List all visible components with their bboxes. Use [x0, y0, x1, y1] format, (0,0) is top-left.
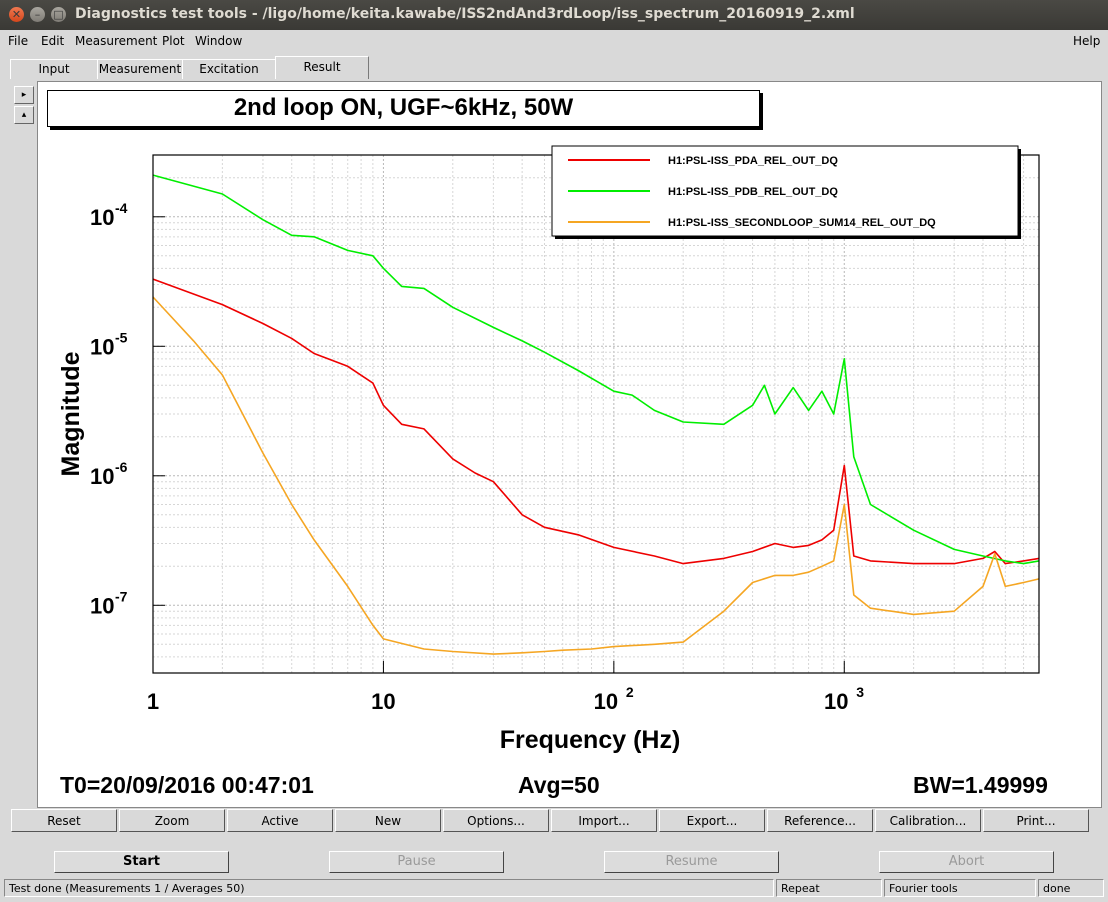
legend-box — [551, 145, 1019, 237]
plot-title: 2nd loop ON, UGF~6kHz, 50W — [233, 94, 574, 121]
menu-edit[interactable]: Edit — [41, 34, 65, 48]
window-titlebar: ✕ – □ Diagnostics test tools - /ligo/hom… — [0, 0, 1108, 30]
tab-input[interactable]: Input — [10, 59, 98, 79]
close-icon[interactable]: ✕ — [9, 7, 24, 22]
x-tick-exponent: 2 — [626, 684, 634, 700]
menu-window[interactable]: Window — [195, 34, 243, 48]
grid — [152, 155, 1040, 674]
window-title: Diagnostics test tools - /ligo/home/keit… — [75, 6, 855, 22]
legend-label: H1:PSL-ISS_SECONDLOOP_SUM14_REL_OUT_DQ — [668, 217, 936, 229]
menu-file[interactable]: File — [8, 34, 29, 48]
x-tick-exponent: 3 — [856, 684, 864, 700]
menu-plot[interactable]: Plot — [162, 34, 185, 48]
reference-button[interactable]: Reference... — [767, 809, 873, 832]
series-line-1 — [152, 174, 1040, 565]
collapse-up-icon[interactable]: ▴ — [14, 106, 34, 124]
series-line-0 — [152, 278, 1040, 565]
status-message: Test done (Measurements 1 / Averages 50) — [4, 879, 774, 897]
tab-excitation[interactable]: Excitation — [182, 59, 276, 79]
status-bar: Test done (Measurements 1 / Averages 50)… — [0, 879, 1108, 899]
start-button[interactable]: Start — [54, 851, 229, 873]
print-button[interactable]: Print... — [983, 809, 1089, 832]
plot-canvas[interactable]: 2nd loop ON, UGF~6kHz, 50W 1 10 10 2 10 3 10 -4… — [37, 81, 1102, 808]
minimize-icon[interactable]: – — [30, 7, 45, 22]
pause-button[interactable]: Pause — [329, 851, 504, 873]
status-tool: Fourier tools — [884, 879, 1036, 897]
reset-button[interactable]: Reset — [11, 809, 117, 832]
resume-button[interactable]: Resume — [604, 851, 779, 873]
plot-title-box: 2nd loop ON, UGF~6kHz, 50W — [47, 90, 760, 127]
x-tick-label: 10 — [371, 689, 395, 714]
calibration-button[interactable]: Calibration... — [875, 809, 981, 832]
plot-frame — [152, 154, 1040, 674]
status-mode: Repeat — [776, 879, 882, 897]
y-tick-exponent: -4 — [115, 200, 128, 216]
legend-label: H1:PSL-ISS_PDB_REL_OUT_DQ — [668, 186, 838, 198]
t0-label: T0=20/09/2016 00:47:01 — [60, 772, 314, 798]
legend: H1:PSL-ISS_PDA_REL_OUT_DQ H1:PSL-ISS_PDB_… — [551, 145, 1021, 239]
legend-shadow — [555, 149, 1021, 239]
y-axis-title: Magnitude — [57, 351, 85, 476]
zoom-button[interactable]: Zoom — [119, 809, 225, 832]
y-tick-label: 10 — [90, 593, 114, 618]
y-tick-exponent: -5 — [115, 329, 128, 345]
import-button[interactable]: Import... — [551, 809, 657, 832]
status-state: done — [1038, 879, 1104, 897]
bw-label: BW=1.49999 — [913, 772, 1048, 798]
x-axis-title: Frequency (Hz) — [500, 726, 681, 754]
options-button[interactable]: Options... — [443, 809, 549, 832]
new-button[interactable]: New — [335, 809, 441, 832]
tab-result[interactable]: Result — [275, 56, 369, 79]
export-button[interactable]: Export... — [659, 809, 765, 832]
y-tick-label: 10 — [90, 205, 114, 230]
avg-label: Avg=50 — [518, 772, 600, 798]
menu-help[interactable]: Help — [1073, 34, 1101, 48]
x-tick-label: 10 — [824, 689, 848, 714]
x-tick-label: 10 — [594, 689, 618, 714]
y-tick-label: 10 — [90, 464, 114, 489]
maximize-icon[interactable]: □ — [51, 7, 66, 22]
active-button[interactable]: Active — [227, 809, 333, 832]
x-tick-label: 1 — [147, 689, 159, 714]
abort-button[interactable]: Abort — [879, 851, 1054, 873]
y-tick-label: 10 — [90, 334, 114, 359]
series-line-2 — [152, 296, 1040, 655]
menu-measurement[interactable]: Measurement — [75, 34, 158, 48]
menubar: File Edit Measurement Plot Window Help — [0, 30, 1108, 52]
y-tick-exponent: -6 — [115, 459, 128, 475]
expand-right-icon[interactable]: ▸ — [14, 86, 34, 104]
tab-measurement[interactable]: Measurement — [97, 59, 183, 79]
tab-bar: Input Measurement Excitation Result — [0, 56, 1108, 80]
legend-label: H1:PSL-ISS_PDA_REL_OUT_DQ — [668, 155, 838, 167]
y-tick-exponent: -7 — [115, 588, 128, 604]
